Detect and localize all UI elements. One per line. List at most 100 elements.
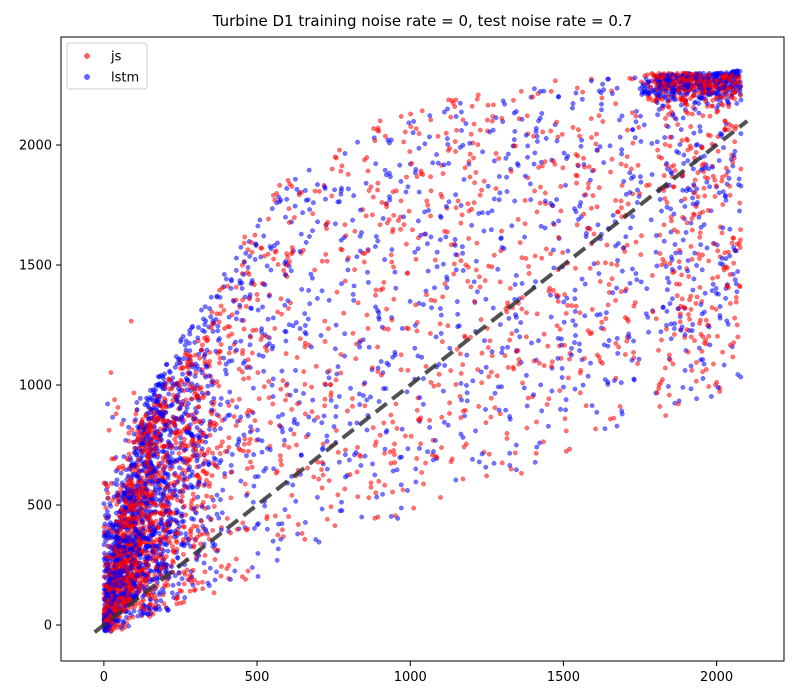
scatter-point-js	[448, 242, 454, 248]
scatter-point-lstm	[236, 439, 242, 445]
scatter-point-lstm	[588, 177, 593, 183]
scatter-point-js	[519, 306, 525, 312]
scatter-point-lstm	[107, 522, 112, 528]
scatter-point-lstm	[710, 164, 715, 170]
scatter-point-js	[180, 537, 186, 542]
scatter-point-lstm	[228, 285, 234, 291]
scatter-point-lstm	[702, 309, 707, 315]
scatter-point-js	[653, 316, 659, 322]
scatter-point-js	[365, 248, 371, 254]
scatter-point-lstm	[357, 402, 363, 407]
scatter-point-js	[580, 89, 586, 95]
scatter-point-lstm	[559, 375, 565, 380]
scatter-point-js	[691, 93, 696, 98]
scatter-point-lstm	[240, 360, 246, 366]
scatter-point-js	[562, 292, 567, 297]
scatter-point-js	[167, 510, 173, 516]
scatter-point-lstm	[432, 438, 438, 443]
scatter-point-js	[457, 351, 463, 357]
scatter-point-lstm	[252, 474, 258, 480]
scatter-point-lstm	[310, 228, 315, 234]
scatter-point-lstm	[665, 166, 670, 172]
scatter-point-lstm	[147, 395, 153, 401]
scatter-point-lstm	[668, 321, 674, 327]
scatter-point-js	[275, 532, 281, 538]
scatter-point-js	[208, 516, 214, 522]
scatter-point-lstm	[438, 312, 444, 318]
scatter-point-js	[730, 354, 736, 360]
scatter-point-js	[229, 398, 235, 403]
scatter-point-lstm	[561, 150, 567, 156]
scatter-point-lstm	[447, 345, 453, 351]
scatter-point-lstm	[579, 137, 584, 143]
scatter-point-js	[389, 259, 395, 265]
scatter-point-js	[467, 174, 473, 180]
scatter-point-js	[373, 490, 379, 496]
scatter-point-lstm	[514, 467, 519, 473]
scatter-point-lstm	[156, 531, 162, 536]
scatter-point-js	[319, 459, 325, 465]
scatter-point-lstm	[192, 373, 198, 379]
scatter-point-lstm	[532, 459, 538, 465]
scatter-point-lstm	[444, 136, 450, 142]
scatter-point-lstm	[690, 287, 696, 293]
scatter-point-lstm	[190, 484, 196, 490]
scatter-point-lstm	[302, 323, 308, 328]
scatter-point-js	[586, 164, 592, 170]
scatter-point-lstm	[434, 264, 440, 270]
scatter-point-js	[262, 253, 267, 259]
scatter-point-lstm	[427, 113, 433, 119]
scatter-point-js	[358, 454, 363, 459]
scatter-point-lstm	[318, 333, 324, 338]
scatter-point-js	[112, 624, 118, 629]
scatter-point-js	[697, 256, 702, 261]
scatter-point-js	[279, 527, 285, 533]
scatter-point-lstm	[726, 176, 732, 181]
scatter-point-js	[608, 169, 613, 175]
scatter-point-js	[205, 531, 211, 537]
scatter-point-lstm	[193, 510, 199, 516]
scatter-point-lstm	[610, 212, 616, 218]
scatter-point-lstm	[433, 334, 439, 340]
scatter-point-js	[728, 300, 733, 306]
scatter-point-lstm	[293, 320, 299, 325]
scatter-point-lstm	[167, 440, 173, 446]
scatter-point-js	[417, 417, 423, 423]
scatter-point-lstm	[720, 261, 726, 267]
scatter-point-js	[738, 92, 743, 98]
scatter-point-lstm	[360, 393, 366, 398]
scatter-point-lstm	[180, 356, 186, 362]
scatter-point-js	[120, 587, 126, 593]
scatter-point-js	[349, 396, 355, 401]
scatter-point-js	[289, 184, 295, 189]
scatter-point-js	[660, 377, 665, 382]
scatter-point-lstm	[265, 316, 271, 322]
scatter-point-lstm	[630, 214, 635, 220]
scatter-point-js	[460, 476, 466, 482]
scatter-point-js	[199, 518, 204, 524]
scatter-point-js	[590, 193, 596, 199]
scatter-point-lstm	[159, 552, 165, 558]
scatter-point-js	[609, 156, 615, 162]
scatter-point-js	[324, 516, 330, 522]
scatter-point-js	[515, 348, 521, 353]
scatter-point-lstm	[434, 152, 439, 158]
scatter-point-js	[447, 410, 452, 416]
scatter-point-js	[377, 222, 383, 228]
scatter-point-js	[410, 227, 415, 233]
scatter-point-js	[541, 331, 547, 337]
scatter-point-js	[505, 364, 511, 370]
scatter-point-js	[542, 190, 548, 196]
scatter-point-lstm	[602, 426, 608, 432]
scatter-point-js	[279, 311, 284, 317]
scatter-point-lstm	[638, 113, 643, 119]
scatter-point-js	[594, 131, 599, 137]
scatter-point-lstm	[704, 245, 710, 251]
scatter-point-lstm	[189, 469, 195, 475]
scatter-point-lstm	[324, 466, 330, 472]
scatter-point-lstm	[302, 188, 308, 193]
scatter-point-js	[108, 370, 114, 375]
scatter-point-lstm	[513, 442, 519, 448]
scatter-point-lstm	[314, 494, 320, 500]
scatter-point-lstm	[573, 322, 578, 328]
